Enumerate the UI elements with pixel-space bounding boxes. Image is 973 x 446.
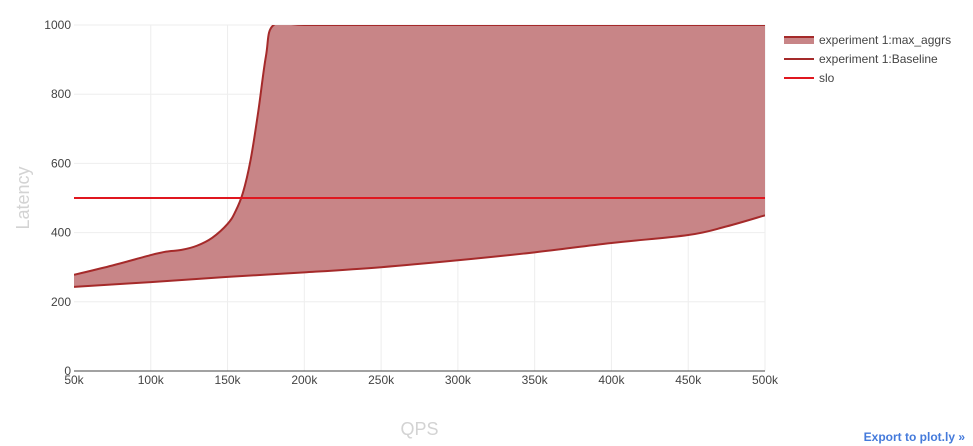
y-tick-label: 1000	[44, 18, 71, 32]
max-aggrs-line	[74, 25, 765, 276]
series-group	[74, 25, 765, 288]
export-to-plotly-link[interactable]: Export to plot.ly »	[863, 430, 965, 444]
legend-item[interactable]: experiment 1:max_aggrs	[784, 33, 951, 47]
max-aggrs-area	[74, 25, 765, 287]
x-tick-label: 500k	[752, 373, 779, 387]
legend-label: slo	[819, 71, 835, 85]
legend-item[interactable]: slo	[784, 71, 835, 85]
plot-layer	[74, 25, 765, 288]
x-axis: 50k 100k 150k 200k 250k 300k 350k 400k 450k 500k	[64, 370, 779, 387]
y-axis: 0 200 400 600 800 1000	[44, 18, 71, 378]
legend-label: experiment 1:max_aggrs	[819, 33, 951, 47]
y-tick-label: 0	[64, 364, 71, 378]
baseline-line	[74, 214, 765, 288]
y-axis-title: Latency	[13, 166, 33, 229]
x-tick-label: 50k	[64, 373, 84, 387]
x-tick-label: 250k	[368, 373, 395, 387]
x-tick-label: 350k	[522, 373, 549, 387]
legend-item[interactable]: experiment 1:Baseline	[784, 52, 938, 66]
legend-label: experiment 1:Baseline	[819, 52, 938, 66]
x-tick-label: 150k	[215, 373, 242, 387]
legend-swatch-area	[784, 37, 814, 44]
y-tick-label: 400	[51, 226, 71, 240]
y-tick-label: 600	[51, 156, 71, 170]
y-tick-label: 200	[51, 295, 71, 309]
x-tick-label: 300k	[445, 373, 472, 387]
x-tick-label: 100k	[138, 373, 165, 387]
y-tick-label: 800	[51, 87, 71, 101]
x-tick-label: 400k	[598, 373, 625, 387]
x-tick-label: 450k	[675, 373, 702, 387]
x-tick-label: 200k	[291, 373, 318, 387]
x-axis-title: QPS	[400, 419, 438, 439]
legend: experiment 1:max_aggrs experiment 1:Basel…	[784, 33, 951, 85]
